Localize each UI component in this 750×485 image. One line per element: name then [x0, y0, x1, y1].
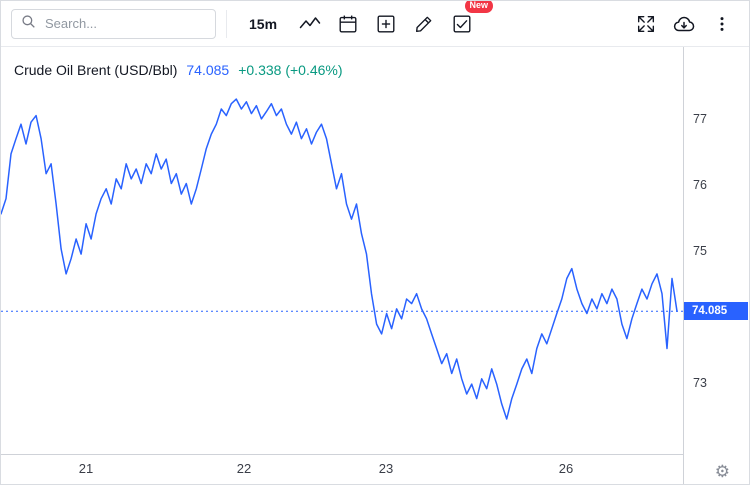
interval-button[interactable]: 15m: [249, 15, 278, 32]
cloud-download-icon: [672, 12, 696, 36]
symbol-name: Crude Oil Brent (USD/Bbl): [14, 62, 178, 78]
chart-type-button[interactable]: [293, 7, 327, 41]
new-badge: New: [464, 1, 494, 13]
y-axis-label: 73: [693, 376, 707, 390]
search-input[interactable]: [43, 15, 206, 32]
x-axis-label: 21: [78, 461, 94, 476]
fullscreen-button[interactable]: [629, 7, 663, 41]
x-axis-label: 23: [378, 461, 394, 476]
save-load-button[interactable]: [667, 7, 701, 41]
price-chart-svg: [1, 98, 683, 420]
current-price-tag: 74.085: [684, 302, 748, 320]
more-menu-button[interactable]: [705, 7, 739, 41]
x-axis-label: 22: [236, 461, 252, 476]
chart-region: Crude Oil Brent (USD/Bbl) 74.085 +0.338 …: [1, 47, 749, 484]
pencil-icon: [413, 13, 435, 35]
toolbar-divider: [226, 9, 227, 38]
calendar-icon: [337, 13, 359, 35]
price-chart-plot[interactable]: [1, 47, 683, 454]
time-axis[interactable]: 21 22 23 26: [1, 454, 683, 484]
y-axis-label: 77: [693, 112, 707, 126]
add-square-icon: [375, 13, 397, 35]
symbol-search[interactable]: [11, 8, 216, 39]
gear-icon[interactable]: ⚙: [714, 462, 730, 481]
y-axis-label: 75: [693, 244, 707, 258]
price-change: +0.338 (+0.46%): [238, 62, 343, 78]
price-series-line: [1, 98, 678, 420]
tasks-check-icon: [451, 13, 473, 35]
fullscreen-icon: [635, 13, 657, 35]
last-price: 74.085: [186, 62, 230, 78]
symbol-legend: Crude Oil Brent (USD/Bbl) 74.085 +0.338 …: [14, 62, 343, 78]
y-axis-label: 76: [693, 178, 707, 192]
calendar-button[interactable]: [331, 7, 365, 41]
draw-button[interactable]: [407, 7, 441, 41]
backtest-button[interactable]: New: [445, 1, 494, 41]
x-axis-label: 26: [558, 461, 574, 476]
price-axis[interactable]: 74.085 77 76 75 73: [683, 47, 749, 484]
toolbar: 15m New: [1, 1, 749, 47]
line-chart-icon: [298, 12, 322, 36]
kebab-menu-icon: [712, 14, 732, 34]
search-icon: [21, 14, 36, 34]
add-indicator-button[interactable]: [369, 7, 403, 41]
